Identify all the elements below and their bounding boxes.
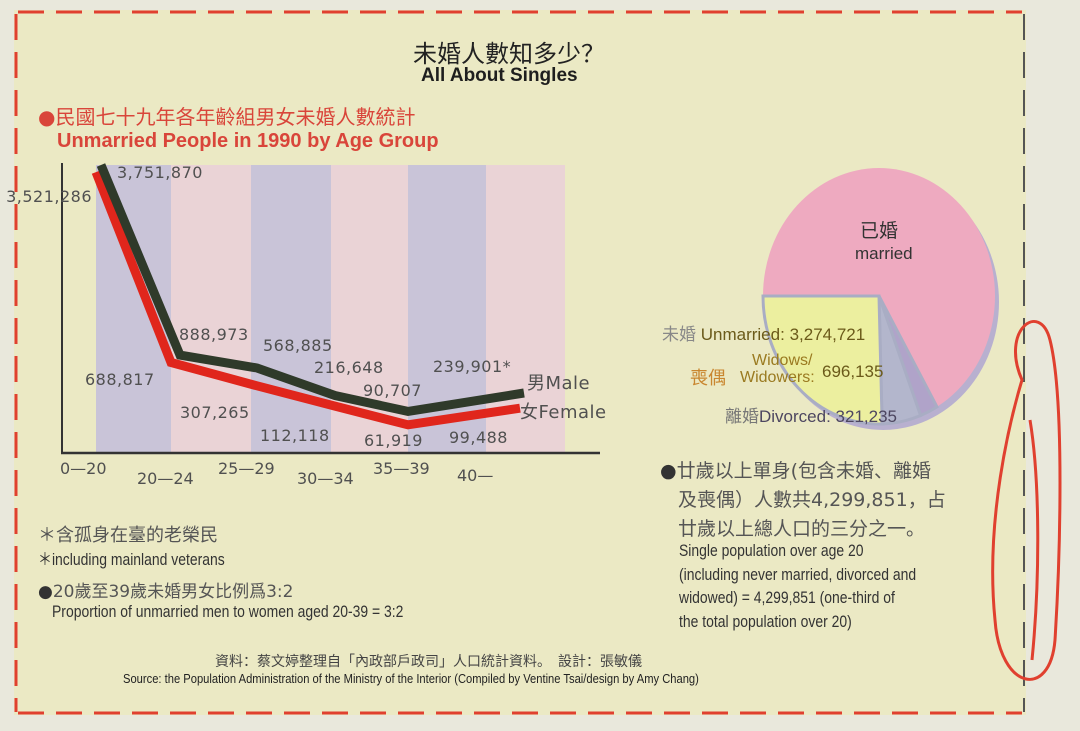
note-single-en: Single population over age 20 (including… (679, 541, 917, 631)
note-veterans-en: ＊including mainland veterans (38, 550, 225, 569)
pie-label-widowed-zh: 喪偶 (690, 368, 726, 389)
chart-title-en: Unmarried People in 1990 by Age Group (57, 130, 439, 152)
marital-status-pie (761, 168, 999, 430)
pie-value-widowed: 696,135 (822, 362, 884, 381)
pie-label-unmarried: 未婚 Unmarried: 3,274,721 (662, 325, 866, 345)
note-ratio-zh: ●20歲至39歲未婚男女比例爲3:2 (38, 582, 294, 602)
note-veterans-zh: ＊含孤身在臺的老榮民 (38, 525, 218, 546)
female-label-0-20: 3,521,286 (6, 187, 92, 206)
male-label-20-24: 888,973 (179, 325, 249, 344)
note-ratio-en: Proportion of unmarried men to women age… (52, 602, 404, 621)
title-en: All About Singles (421, 65, 578, 86)
stripe-5 (486, 165, 565, 453)
male-label-40: 239,901* (433, 357, 512, 376)
legend-male: 男Male (527, 373, 591, 394)
female-line (91, 170, 521, 430)
legend-female: 女Female (520, 402, 607, 423)
dashed-border (14, 10, 1025, 715)
stripe-1 (171, 165, 251, 453)
pie-label-widowed-2: Widowers: (740, 369, 815, 386)
stripe-2 (251, 165, 331, 453)
pie-label-divorced: 離婚Divorced: 321,235 (725, 407, 897, 427)
male-label-25-29: 568,885 (263, 336, 333, 355)
hand-drawn-loop (991, 320, 1062, 681)
female-label-20-24: 688,817 (85, 370, 155, 389)
series-female (91, 170, 521, 430)
source-zh: 資料：蔡文婷整理自「內政部戶政司」人口統計資料。 設計：張敏儀 (215, 654, 642, 670)
male-label-30-34: 216,648 (314, 358, 384, 377)
source-en: Source: the Population Administration of… (123, 671, 699, 686)
male-label-0-20: 3,751,870 (117, 163, 203, 182)
note-single-zh: ●廿歲以上單身(包含未婚、離婚 及喪偶）人數共4,299,851，占 廿歲以上總… (660, 460, 946, 540)
female-label-35-39: 61,919 (364, 431, 423, 450)
bullet-icon: ● (660, 460, 677, 482)
female-label-25-29: 307,265 (180, 403, 250, 422)
male-label-35-39: 90,707 (363, 381, 422, 400)
pie-label-married: married (855, 244, 913, 263)
female-label-40: 99,488 (449, 428, 508, 447)
series-male (96, 163, 525, 417)
bullet-icon: ● (38, 105, 56, 129)
pie-label-married-zh: 已婚 (860, 220, 899, 242)
pie-label-widowed-1: Widows/ (752, 352, 813, 369)
pie-slice-unmarried (761, 294, 884, 426)
x-tick-0-20: 0—20 (60, 459, 107, 478)
title-zh: 未婚人數知多少？ (413, 40, 605, 68)
x-tick-40: 40— (457, 466, 494, 485)
bullet-icon: ● (38, 582, 53, 602)
x-tick-25-29: 25—29 (218, 459, 275, 478)
male-line (96, 163, 525, 417)
x-tick-35-39: 35—39 (373, 459, 430, 478)
x-tick-20-24: 20—24 (137, 469, 194, 488)
female-label-30-34: 112,118 (260, 426, 330, 445)
chart-title-zh: ●民國七十九年各年齡組男女未婚人數統計 (38, 105, 416, 129)
x-tick-30-34: 30—34 (297, 469, 354, 488)
